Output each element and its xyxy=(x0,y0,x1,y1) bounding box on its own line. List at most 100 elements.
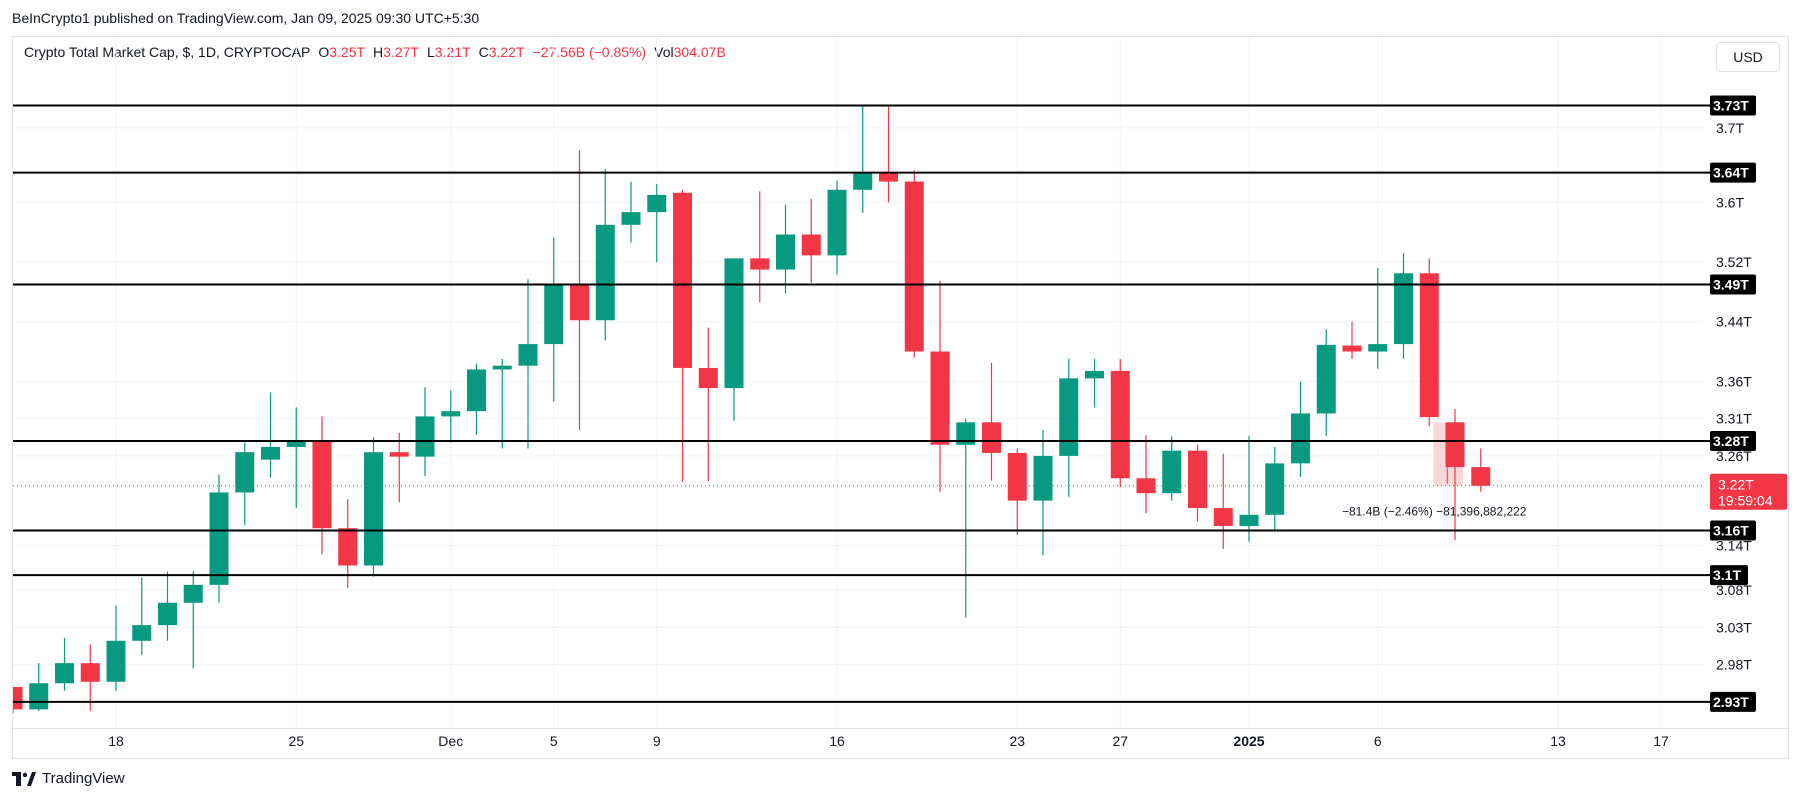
level-tag-label: 3.64T xyxy=(1713,165,1749,181)
candle-body xyxy=(1342,345,1362,352)
candle-body xyxy=(1419,273,1439,418)
level-tag xyxy=(1710,520,1756,541)
candle-body xyxy=(286,441,306,447)
x-tick-label: 2025 xyxy=(1233,733,1264,749)
legend-open-value: 3.25T xyxy=(329,44,366,60)
tradingview-logo-icon xyxy=(12,771,36,786)
y-tick-label: 3.6T xyxy=(1716,194,1744,210)
level-tag-label: 3.16T xyxy=(1713,522,1749,538)
legend-change: −27.56B (−0.85%) xyxy=(532,44,647,60)
candle-body xyxy=(956,422,976,445)
legend-open-label: O xyxy=(318,44,330,60)
candle-body xyxy=(13,687,23,710)
candle-body xyxy=(827,189,847,256)
y-tick-label: 3.52T xyxy=(1716,254,1752,270)
legend-low-value: 3.21T xyxy=(434,44,471,60)
legend-close-label: C xyxy=(478,44,489,60)
candle-body xyxy=(853,172,873,190)
level-tag xyxy=(1710,431,1756,451)
candle-body xyxy=(879,172,898,182)
candle-body xyxy=(1213,508,1233,526)
candle-body xyxy=(1265,463,1285,515)
candle-body xyxy=(261,446,280,460)
level-tag-label: 2.93T xyxy=(1713,694,1749,710)
legend-volume-value: 304.07B xyxy=(673,44,726,60)
candle-body xyxy=(1188,450,1207,509)
y-tick-label: 2.98T xyxy=(1716,657,1752,673)
candle-body xyxy=(801,234,821,256)
y-tick-label: 3.36T xyxy=(1716,373,1752,389)
x-tick-label: Dec xyxy=(438,733,463,749)
legend-close-value: 3.22T xyxy=(488,44,525,60)
y-tick-label: 3.44T xyxy=(1716,314,1752,330)
candle-body xyxy=(183,584,203,603)
candle-body xyxy=(467,369,486,412)
y-tick-label: 3.26T xyxy=(1716,448,1752,464)
candle-body xyxy=(724,258,744,389)
candle-body xyxy=(1239,514,1259,526)
level-tag xyxy=(1710,95,1756,116)
candle-body xyxy=(55,663,74,684)
x-tick-label: 9 xyxy=(653,733,661,749)
candle-body xyxy=(312,441,332,529)
candle-body xyxy=(29,683,49,710)
candle-body xyxy=(1033,455,1053,501)
level-tag-label: 3.73T xyxy=(1713,98,1749,114)
legend-high-label: H xyxy=(373,44,384,60)
candle-body xyxy=(209,492,229,585)
chart-frame xyxy=(12,36,1789,759)
candle-body xyxy=(1059,378,1079,456)
level-tag-label: 3.1T xyxy=(1713,567,1741,583)
level-tag-label: 3.49T xyxy=(1713,276,1749,292)
current-price-label: 3.22T xyxy=(1718,477,1754,493)
candle-body xyxy=(415,416,435,457)
legend-title: Crypto Total Market Cap, $, 1D, CRYPTOCA… xyxy=(24,44,311,60)
x-tick-label: 16 xyxy=(829,733,845,749)
x-tick-label: 18 xyxy=(108,733,124,749)
candle-body xyxy=(673,192,692,368)
y-tick-label: 3.7T xyxy=(1716,120,1744,136)
legend-volume-label: Vol xyxy=(654,44,674,60)
tradingview-footer[interactable]: TradingView xyxy=(12,770,125,787)
publisher-line: BeInCrypto1 published on TradingView.com… xyxy=(12,10,480,26)
candle-body xyxy=(1316,344,1336,414)
candle-body xyxy=(982,422,1001,453)
chart-legend: Crypto Total Market Cap, $, 1D, CRYPTOCA… xyxy=(24,44,726,60)
candle-body xyxy=(1394,273,1413,345)
candle-body xyxy=(1110,370,1130,479)
level-tag xyxy=(1710,691,1756,712)
candle-body xyxy=(364,452,383,566)
legend-low-label: L xyxy=(426,44,435,60)
candle-body xyxy=(80,663,100,682)
measure-label: −81.4B (−2.46%) −81,396,882,222 xyxy=(1342,505,1527,519)
candle-body xyxy=(621,212,641,225)
level-tag xyxy=(1710,274,1756,295)
candle-body xyxy=(1162,450,1182,494)
candle-body xyxy=(544,284,564,345)
x-tick-label: 25 xyxy=(288,733,304,749)
x-tick-label: 23 xyxy=(1009,733,1025,749)
candle-body xyxy=(1291,413,1310,464)
candle-body xyxy=(518,344,538,366)
x-tick-label: 6 xyxy=(1374,733,1382,749)
currency-button[interactable]: USD xyxy=(1716,42,1780,72)
candle-body xyxy=(904,181,924,352)
candle-body xyxy=(647,195,667,213)
candle-body xyxy=(106,640,126,682)
y-tick-label: 3.14T xyxy=(1716,537,1752,553)
candle-body xyxy=(1445,422,1465,468)
footer-brand: TradingView xyxy=(42,770,125,787)
candle-body xyxy=(441,411,461,417)
candle-body xyxy=(776,234,795,270)
level-tag xyxy=(1710,565,1748,586)
level-tag-label: 3.28T xyxy=(1713,433,1749,449)
candle-body xyxy=(1007,452,1027,501)
candle-body xyxy=(1085,370,1104,379)
level-tag xyxy=(1710,162,1756,183)
time-axis-separator xyxy=(12,728,1789,729)
x-tick-label: 27 xyxy=(1112,733,1128,749)
price-countdown: 19:59:04 xyxy=(1718,493,1773,509)
candle-body xyxy=(1471,467,1491,486)
x-tick-label: 5 xyxy=(550,733,558,749)
